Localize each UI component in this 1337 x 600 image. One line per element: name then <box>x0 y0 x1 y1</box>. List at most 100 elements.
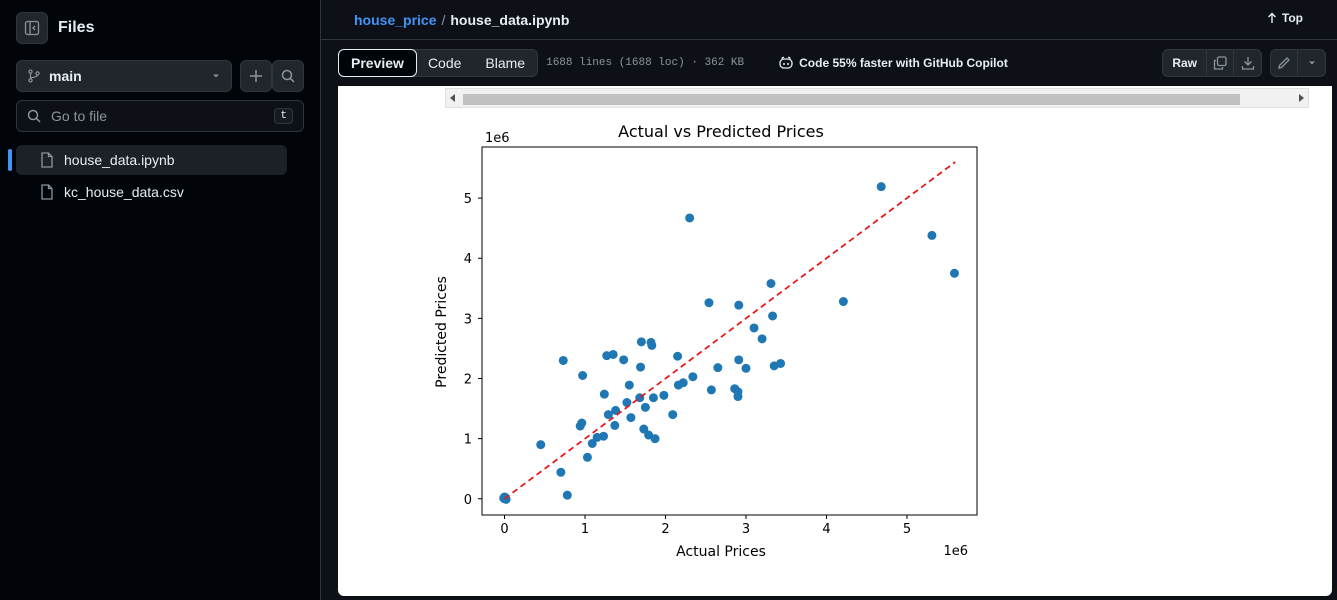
data-point <box>741 363 751 373</box>
pencil-icon <box>1278 57 1290 69</box>
y-tick-label: 3 <box>464 312 472 327</box>
data-point <box>536 440 546 450</box>
output-horizontal-scrollbar[interactable] <box>445 88 1309 108</box>
data-point <box>558 355 568 365</box>
data-point <box>599 431 609 441</box>
tab-preview[interactable]: Preview <box>338 49 417 77</box>
scroll-right-arrow-icon[interactable] <box>1299 94 1304 102</box>
data-point <box>636 337 646 347</box>
data-point <box>603 410 613 420</box>
y-tick-label: 0 <box>464 493 472 508</box>
branch-selector[interactable]: main <box>16 60 232 92</box>
shortcut-key-badge: t <box>274 108 293 124</box>
data-point <box>734 300 744 310</box>
data-point <box>713 363 723 373</box>
sidebar-panel-icon <box>24 20 40 36</box>
add-file-button[interactable] <box>240 60 272 92</box>
data-point <box>556 467 566 477</box>
raw-button[interactable]: Raw <box>1163 50 1207 76</box>
data-point <box>838 297 848 307</box>
x-tick-label: 3 <box>742 522 750 537</box>
data-point <box>626 413 636 423</box>
sidebar-header: Files <box>16 12 94 44</box>
data-point <box>685 213 695 223</box>
data-point <box>647 340 657 350</box>
x-offset-label: 1e6 <box>943 544 968 559</box>
data-point <box>659 390 669 400</box>
download-icon <box>1241 57 1254 70</box>
download-button[interactable] <box>1234 50 1261 76</box>
data-point <box>673 351 683 361</box>
tab-blame[interactable]: Blame <box>485 55 526 71</box>
y-tick-label: 1 <box>464 433 472 448</box>
arrow-up-icon <box>1267 12 1276 23</box>
copilot-icon <box>779 56 793 69</box>
data-point <box>611 405 621 415</box>
ideal-fit-line <box>503 161 956 500</box>
file-view: house_price / house_data.ipynb Top Previ… <box>321 0 1337 600</box>
x-tick-label: 0 <box>500 522 508 537</box>
copilot-promo-text: Code 55% faster with GitHub Copilot <box>799 56 1008 70</box>
active-file-indicator <box>8 149 12 171</box>
data-point <box>500 492 510 502</box>
copy-raw-button[interactable] <box>1207 50 1234 76</box>
data-point <box>768 311 778 321</box>
data-point <box>562 490 572 500</box>
data-point <box>927 230 937 240</box>
go-to-file-input[interactable] <box>51 108 275 124</box>
scrollbar-thumb[interactable] <box>463 94 1240 105</box>
file-name: house_data.ipynb <box>64 152 175 168</box>
search-code-button[interactable] <box>272 60 304 92</box>
breadcrumb-separator: / <box>441 11 446 28</box>
back-to-top-link[interactable]: Top <box>1267 11 1303 25</box>
data-point <box>757 334 767 344</box>
data-point <box>876 182 886 192</box>
y-offset-label: 1e6 <box>485 131 510 146</box>
file-meta: 1688 lines (1688 loc) · 362 KB <box>546 57 745 69</box>
edit-file-button[interactable] <box>1271 50 1298 76</box>
data-point <box>624 380 634 390</box>
view-mode-tabs: Preview Code Blame <box>338 49 539 77</box>
top-link-label: Top <box>1281 11 1303 25</box>
data-point <box>639 424 649 434</box>
data-point <box>749 323 759 333</box>
data-point <box>734 355 744 365</box>
breadcrumb: house_price / house_data.ipynb Top <box>321 0 1337 40</box>
x-tick-label: 1 <box>581 522 589 537</box>
sidebar-title: Files <box>58 19 95 36</box>
file-item-kc-house-data-csv[interactable]: kc_house_data.csv <box>16 177 287 207</box>
data-point <box>706 385 716 395</box>
file-item-house-data-ipynb[interactable]: house_data.ipynb <box>16 145 287 175</box>
search-icon <box>281 69 295 83</box>
branch-name: main <box>49 68 82 84</box>
x-tick-label: 4 <box>822 522 830 537</box>
data-point <box>766 278 776 288</box>
data-point <box>578 370 588 380</box>
tab-code[interactable]: Code <box>427 55 462 71</box>
collapse-sidebar-button[interactable] <box>16 12 48 44</box>
search-icon <box>27 109 41 123</box>
data-point <box>949 268 959 278</box>
data-point <box>640 402 650 412</box>
go-to-file-field[interactable]: t <box>16 100 304 132</box>
file-toolbar: Preview Code Blame 1688 lines (1688 loc)… <box>338 40 1332 86</box>
y-tick-label: 5 <box>464 192 472 207</box>
data-point <box>610 420 620 430</box>
file-name: kc_house_data.csv <box>64 184 184 200</box>
copilot-promo-link[interactable]: Code 55% faster with GitHub Copilot <box>778 56 1008 70</box>
y-tick-label: 2 <box>464 373 472 388</box>
caret-down-icon <box>1308 61 1315 65</box>
data-point <box>650 434 660 444</box>
file-icon <box>41 152 53 168</box>
data-point <box>619 355 629 365</box>
data-point <box>577 418 587 428</box>
data-point <box>599 389 609 399</box>
data-point <box>648 393 658 403</box>
breadcrumb-repo-link[interactable]: house_price <box>354 11 437 28</box>
scroll-left-arrow-icon[interactable] <box>450 94 455 102</box>
data-point <box>704 298 714 308</box>
file-sidebar: Files main t <box>0 0 321 600</box>
edit-options-dropdown[interactable] <box>1298 50 1325 76</box>
data-point <box>688 372 698 382</box>
